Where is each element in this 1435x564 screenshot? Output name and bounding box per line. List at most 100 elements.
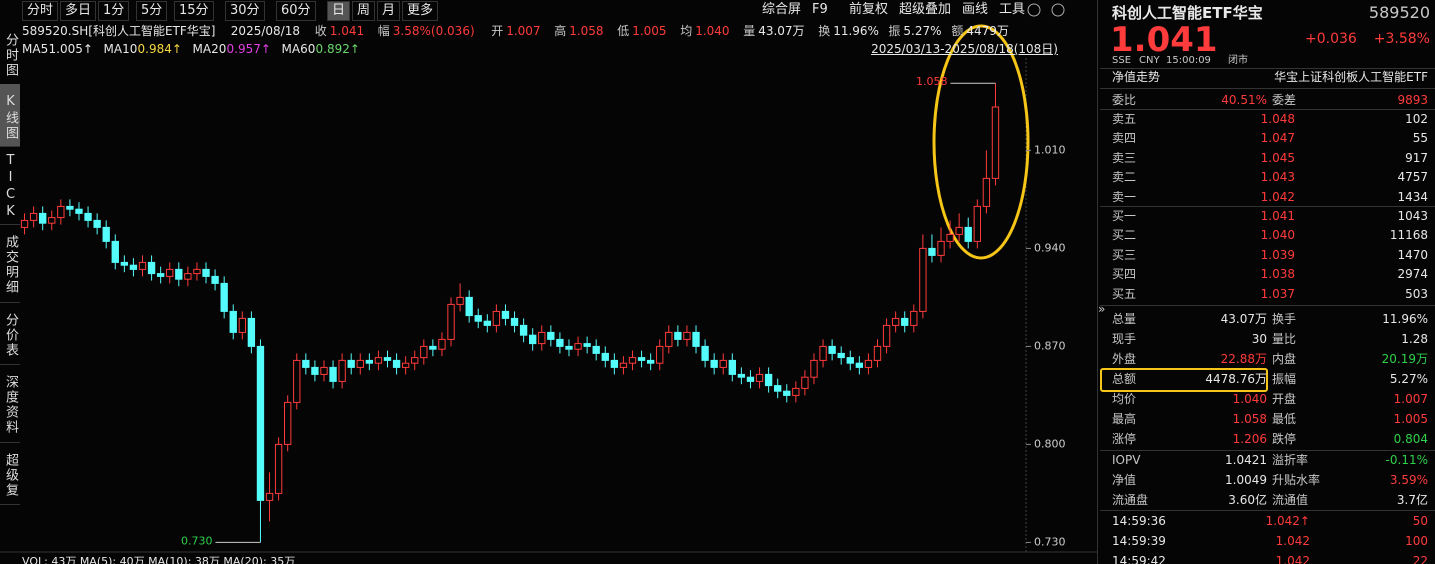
candle-body [492,310,501,326]
candle-body [284,401,292,445]
cell-label: 流通值 [1272,493,1309,507]
help-icon[interactable] [1051,3,1065,17]
order-volume: 11168 [1389,228,1428,243]
order-label: 卖五 [1112,112,1137,126]
candle-body [819,345,827,361]
ma-value: 0.984↑ [137,42,182,56]
cell-value: 3.7亿 [1396,493,1428,507]
cell-label: 流通盘 [1112,493,1149,507]
candle-body [311,366,319,375]
candle-body [919,247,927,312]
order-price: 1.047 [1260,131,1295,146]
cell-value: 0.804 [1393,432,1428,446]
candle-body [891,317,900,326]
info-text: 1.058 [569,24,604,38]
candle-body [973,205,981,242]
candle-body [574,343,582,350]
period-tab[interactable]: 周 [352,1,376,21]
row-separator [1100,510,1435,511]
tool-button[interactable]: 综合屏 [762,2,802,17]
cell-label: 振幅 [1272,372,1297,386]
side-tab[interactable]: 分价表 [0,302,20,365]
candle-body [610,359,619,368]
candle-body [628,357,637,364]
cell-value: 43.07万 [1220,312,1267,326]
period-tab[interactable]: 1分 [98,1,130,21]
candle-body [75,208,83,214]
order-label: 买三 [1112,247,1137,262]
candle-body [538,331,546,345]
fund-name: 华宝上证科创板人工智能ETF [1274,70,1428,84]
security-name: 科创人工智能ETF华宝 [1112,4,1263,22]
info-text: 43.07万 [758,24,805,38]
tool-button[interactable]: 工具 [999,2,1026,17]
trade-volume: 22 [1412,554,1428,564]
candle-body [483,320,491,326]
candle-body [374,357,383,364]
side-tab[interactable]: 深度资料 [0,364,20,443]
info-text: 额 [951,24,964,38]
candle-body [601,352,609,361]
candle-body [39,212,47,224]
candle-body [665,331,673,347]
meta-text: 15:00:09 [1166,55,1211,66]
info-text: 589520.SH[科创人工智能ETF华宝] [22,24,216,38]
side-tab[interactable]: TICK [0,146,20,225]
candle-body [156,273,165,277]
y-tick-label: 0.730 [1034,535,1066,548]
cell-value: 9893 [1397,93,1428,107]
collapse-arrow[interactable]: » [1098,302,1106,316]
candle-body [456,296,464,305]
cell-label: 开盘 [1272,392,1297,406]
side-tab[interactable]: K线图 [0,84,20,147]
candle-body [401,362,410,368]
trade-price: 1.042↑ [1265,514,1310,528]
period-tab[interactable]: 更多 [402,1,439,21]
candle-body [674,331,682,340]
cell-label: 委差 [1272,93,1297,107]
settings-icon[interactable] [1027,3,1041,17]
period-tab[interactable]: 60分 [276,1,316,21]
cell-label: IOPV [1112,453,1141,467]
candle-body [356,359,364,368]
candle-body [220,282,228,312]
cell-value: 1.28 [1401,332,1428,346]
tool-button[interactable]: 前复权 [849,2,889,17]
info-text: 11.96% [833,24,879,38]
period-tab[interactable]: 5分 [136,1,168,21]
order-price: 1.041 [1260,209,1295,223]
candle-body [166,268,174,277]
candle-body [111,240,119,263]
candle-body [329,366,337,382]
candle-body [438,338,446,350]
cell-label: 外盘 [1112,352,1137,366]
side-tab[interactable]: 分时图 [0,22,20,85]
tool-button[interactable]: 画线 [962,2,989,17]
ma-label: MA20 [192,42,227,56]
trade-volume: 100 [1405,534,1428,548]
period-tab[interactable]: 日 [327,1,351,21]
side-tab[interactable]: 成交明细 [0,224,20,303]
order-label: 买一 [1112,209,1137,223]
ma-value: 0.892↑ [315,42,360,56]
period-tab[interactable]: 分时 [22,1,59,21]
trade-price: 1.042 [1275,554,1310,564]
candle-body [175,268,183,280]
candle-body [147,261,156,275]
change-pct: +3.58% [1373,31,1430,47]
cell-value: 40.51% [1221,93,1267,107]
info-text: 低 [617,24,630,38]
order-label: 卖三 [1112,150,1137,165]
side-tab[interactable]: 超级复 [0,442,20,505]
period-tab[interactable]: 月 [377,1,401,21]
security-code: 589520 [1368,3,1430,22]
period-tab[interactable]: 15分 [174,1,214,21]
candle-body [229,310,237,333]
candle-body [411,357,419,364]
period-tab[interactable]: 30分 [225,1,265,21]
tool-button[interactable]: 超级叠加 [899,2,952,17]
period-tab[interactable]: 多日 [60,1,97,21]
tool-button[interactable]: F9 [812,2,828,17]
meta-text: SSE [1112,55,1132,66]
order-label: 买五 [1112,286,1137,301]
